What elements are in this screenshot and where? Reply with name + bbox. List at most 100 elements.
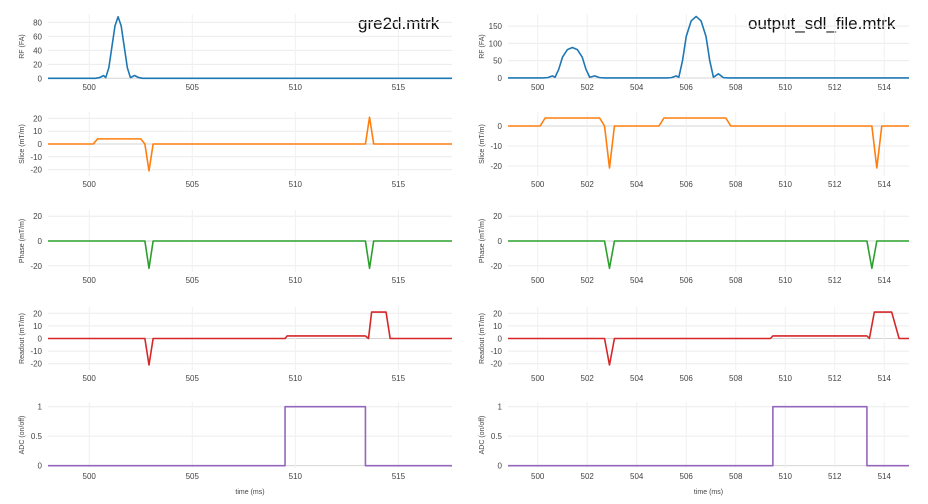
x-tick-label: 510	[289, 83, 303, 92]
y-tick-label: 100	[489, 39, 503, 48]
series-line-adc	[48, 405, 452, 467]
y-tick-label: 20	[493, 309, 502, 318]
x-tick-label: 505	[186, 374, 200, 383]
y-tick-label: 0	[498, 74, 503, 83]
y-tick-label: 0	[498, 237, 503, 246]
panel-0-subplot-2: -20 0 20 500 505 510 515 Phase (mT/m)	[19, 210, 452, 285]
y-tick-label: 10	[33, 322, 42, 331]
x-tick-label: 506	[680, 83, 694, 92]
series-line-slice	[508, 117, 909, 169]
y-tick-label: 50	[493, 57, 502, 66]
series-line-rf	[48, 15, 452, 80]
x-tick-label: 505	[186, 276, 200, 285]
x-tick-label: 505	[186, 83, 200, 92]
panel-1-subplot-0: 0 50 100 150 500 502 504 506 508 510 512 514 RF (FA)	[479, 14, 909, 92]
y-tick-label: 40	[33, 46, 42, 55]
panel-0-subplot-0: 0 20 40 60 80 500 505 510 515 RF (FA)	[19, 14, 452, 92]
panel-1-subplot-4: 0 0.5 1 500 502 504 506 508 510 512 514 ADC (on/off…	[479, 402, 909, 481]
x-tick-label: 514	[878, 472, 892, 481]
x-tick-label: 500	[83, 374, 97, 383]
x-tick-label: 504	[630, 276, 644, 285]
series-line-adc	[508, 405, 909, 467]
y-tick-label: 0	[38, 74, 43, 83]
x-tick-label: 512	[828, 472, 842, 481]
x-tick-label: 506	[680, 180, 694, 189]
y-tick-label: 60	[33, 32, 42, 41]
x-tick-label: 514	[878, 374, 892, 383]
x-tick-label: 510	[779, 374, 793, 383]
y-tick-label: 1	[498, 403, 503, 412]
y-tick-label: -20	[30, 360, 42, 369]
panel-0-subplot-1: -20 -10 0 10 20 500 505 510 515 Slice (mT/m)	[19, 112, 452, 189]
x-tick-label: 512	[828, 374, 842, 383]
x-tick-label: 510	[779, 83, 793, 92]
series-line-phase	[508, 240, 909, 270]
x-tick-label: 500	[531, 472, 545, 481]
y-axis-label: Readout (mT/m)	[19, 313, 26, 364]
x-tick-label: 512	[828, 180, 842, 189]
y-axis-label: RF (FA)	[19, 34, 26, 59]
y-axis-label: RF (FA)	[479, 34, 486, 59]
y-tick-label: 0	[38, 462, 43, 471]
x-tick-label: 500	[83, 472, 97, 481]
x-tick-label: 506	[680, 374, 694, 383]
x-tick-label: 515	[392, 83, 406, 92]
y-tick-label: -10	[30, 153, 42, 162]
x-tick-label: 514	[878, 180, 892, 189]
x-tick-label: 510	[289, 180, 303, 189]
x-tick-label: 504	[630, 374, 644, 383]
x-tick-label: 510	[289, 472, 303, 481]
y-tick-label: 20	[33, 212, 42, 221]
y-tick-label: -10	[490, 347, 502, 356]
x-tick-label: 512	[828, 83, 842, 92]
x-tick-label: 508	[729, 472, 743, 481]
x-tick-label: 515	[392, 472, 406, 481]
x-tick-label: 508	[729, 180, 743, 189]
y-tick-label: 20	[33, 114, 42, 123]
x-tick-label: 502	[581, 374, 595, 383]
y-tick-label: -10	[490, 142, 502, 151]
x-tick-label: 504	[630, 83, 644, 92]
panel-1-subplot-2: -20 0 20 500 502 504 506 508 510 512 514 Phase (mT/…	[479, 210, 909, 285]
y-axis-label: ADC (on/off)	[479, 416, 486, 455]
y-tick-label: 20	[493, 212, 502, 221]
panel-0-subplot-4: 0 0.5 1 500 505 510 515 ADC (on/off)	[19, 402, 452, 481]
x-tick-label: 504	[630, 472, 644, 481]
x-tick-label: 502	[581, 83, 595, 92]
x-tick-label: 514	[878, 276, 892, 285]
x-tick-label: 508	[729, 276, 743, 285]
y-tick-label: -10	[30, 347, 42, 356]
y-tick-label: -20	[30, 262, 42, 271]
series-line-readout	[48, 311, 452, 366]
y-tick-label: 20	[33, 60, 42, 69]
panel-1-subplot-1: -20 -10 0 500 502 504 506 508 510 512 514 Slice (mT…	[479, 112, 909, 189]
x-tick-label: 500	[83, 276, 97, 285]
x-tick-label: 500	[83, 180, 97, 189]
panel-1-subplot-3: -20 -10 0 10 20 500 502 504 506 508 510 512 514 Reado…	[479, 307, 909, 383]
x-tick-label: 510	[779, 472, 793, 481]
series-line-readout	[508, 311, 909, 366]
x-tick-label: 502	[581, 276, 595, 285]
x-tick-label: 502	[581, 180, 595, 189]
x-tick-label: 510	[289, 374, 303, 383]
x-tick-label: 500	[531, 83, 545, 92]
x-tick-label: 506	[680, 276, 694, 285]
x-tick-label: 508	[729, 83, 743, 92]
x-tick-label: 515	[392, 276, 406, 285]
y-tick-label: 80	[33, 18, 42, 27]
x-tick-label: 505	[186, 472, 200, 481]
y-axis-label: Phase (mT/m)	[19, 219, 26, 263]
y-tick-label: 0.5	[491, 432, 503, 441]
y-tick-label: -20	[490, 162, 502, 171]
x-tick-label: 500	[531, 276, 545, 285]
y-tick-label: -20	[490, 262, 502, 271]
x-tick-label: 512	[828, 276, 842, 285]
y-tick-label: 0	[498, 335, 503, 344]
x-tick-label: 505	[186, 180, 200, 189]
x-tick-label: 514	[878, 83, 892, 92]
y-tick-label: 10	[33, 127, 42, 136]
x-tick-label: 515	[392, 374, 406, 383]
x-tick-label: 502	[581, 472, 595, 481]
